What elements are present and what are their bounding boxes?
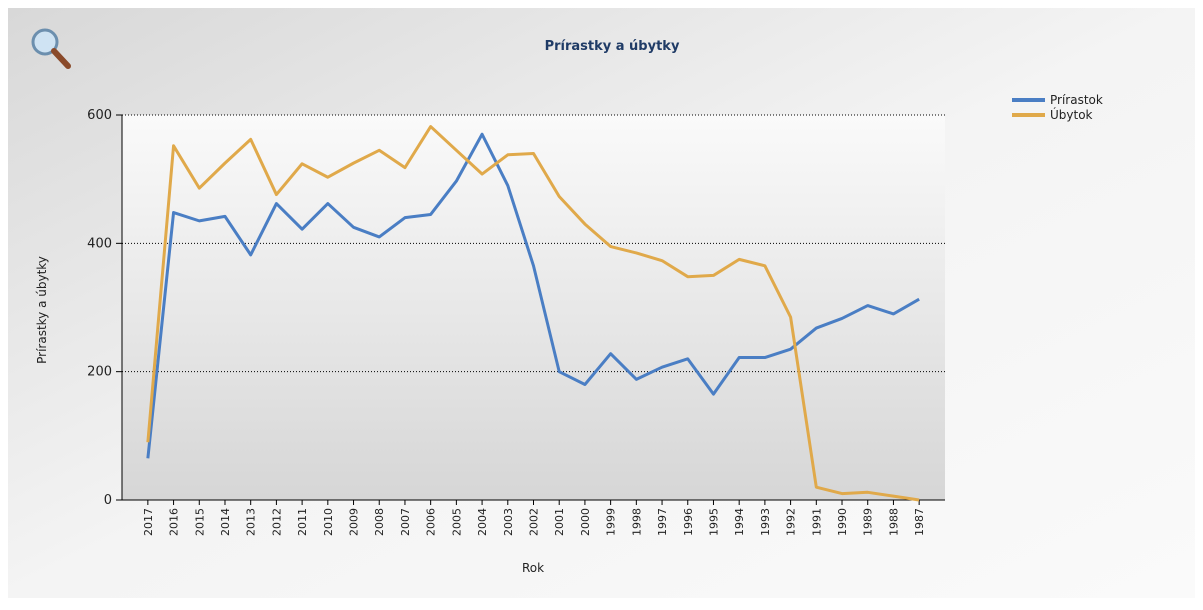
x-tick-label: 2007 (399, 508, 412, 536)
y-tick-label: 600 (87, 108, 112, 123)
x-tick-label: 1996 (682, 508, 695, 536)
y-tick-label: 400 (87, 236, 112, 251)
x-tick-label: 1997 (656, 508, 669, 536)
x-tick-label: 2009 (348, 508, 361, 536)
x-tick-label: 1998 (630, 508, 643, 536)
y-tick-label: 200 (87, 365, 112, 380)
x-tick-label: 2012 (270, 508, 283, 536)
y-tick-label: 0 (104, 493, 112, 508)
x-tick-label: 1988 (887, 508, 900, 536)
x-tick-label: 1995 (707, 508, 720, 536)
x-tick-label: 2008 (373, 508, 386, 536)
plot-area (122, 115, 945, 500)
x-tick-label: 1991 (810, 508, 823, 536)
x-tick-label: 2015 (193, 508, 206, 536)
x-tick-label: 2001 (553, 508, 566, 536)
x-tick-label: 2017 (142, 508, 155, 536)
legend-label: Úbytok (1050, 107, 1093, 122)
legend-label: Prírastok (1050, 93, 1103, 107)
x-tick-label: 1992 (785, 508, 798, 536)
x-tick-label: 1989 (862, 508, 875, 536)
y-axis-label: Prírastky a úbytky (35, 256, 49, 364)
x-tick-label: 2005 (450, 508, 463, 536)
x-tick-label: 1990 (836, 508, 849, 536)
chart-title: Prírastky a úbytky (545, 39, 680, 54)
x-tick-label: 2010 (322, 508, 335, 536)
x-tick-label: 1999 (605, 508, 618, 536)
x-tick-label: 2016 (168, 508, 181, 536)
series-line (146, 132, 920, 459)
x-tick-label: 2013 (245, 508, 258, 536)
zoom-icon[interactable] (31, 28, 71, 69)
x-tick-label: 2011 (296, 508, 309, 536)
x-tick-label: 2003 (502, 508, 515, 536)
x-tick-label: 2014 (219, 508, 232, 536)
x-tick-label: 1987 (913, 508, 926, 536)
series-line (146, 125, 920, 502)
x-tick-label: 1993 (759, 508, 772, 536)
x-tick-label: 2002 (528, 508, 541, 536)
x-tick-label: 2000 (579, 508, 592, 536)
x-tick-label: 2004 (476, 508, 489, 536)
x-tick-label: 2006 (425, 508, 438, 536)
x-axis-label: Rok (522, 561, 544, 575)
x-tick-label: 1994 (733, 508, 746, 536)
